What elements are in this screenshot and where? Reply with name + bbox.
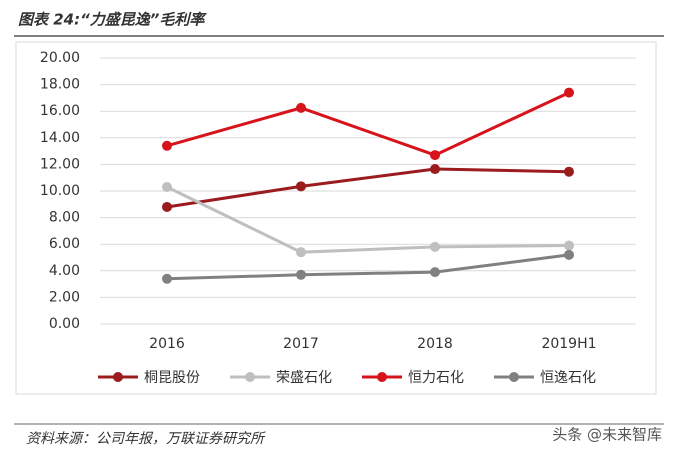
y-tick-label: 18.00 bbox=[40, 77, 80, 93]
legend-marker bbox=[377, 372, 387, 382]
y-tick-label: 10.00 bbox=[40, 183, 80, 199]
data-point bbox=[430, 150, 440, 161]
x-tick-label: 2016 bbox=[149, 336, 185, 352]
data-point bbox=[430, 164, 440, 175]
y-tick-label: 14.00 bbox=[40, 130, 80, 146]
y-tick-label: 8.00 bbox=[49, 210, 80, 226]
legend-label: 桐昆股份 bbox=[144, 370, 200, 386]
data-point bbox=[162, 273, 172, 284]
data-point bbox=[162, 201, 172, 212]
series-line bbox=[166, 253, 570, 281]
legend-marker bbox=[245, 372, 255, 382]
x-tick-label: 2018 bbox=[417, 336, 453, 352]
y-tick-label: 12.00 bbox=[40, 156, 80, 172]
y-tick-label: 0.00 bbox=[49, 316, 80, 332]
data-point bbox=[430, 267, 440, 278]
data-point bbox=[162, 140, 172, 151]
data-point bbox=[430, 241, 440, 252]
data-point bbox=[564, 87, 574, 98]
data-point bbox=[162, 182, 172, 193]
legend-marker bbox=[113, 372, 123, 382]
legend-label: 恒力石化 bbox=[408, 370, 464, 386]
chart-title: 图表 24:“力盛昆逸”毛利率 bbox=[18, 11, 207, 29]
data-point bbox=[296, 181, 306, 192]
series-line bbox=[166, 91, 570, 157]
y-tick-label: 4.00 bbox=[49, 263, 80, 279]
data-point bbox=[564, 166, 574, 177]
x-tick-label: 2017 bbox=[283, 336, 319, 352]
y-tick-label: 16.00 bbox=[40, 103, 80, 119]
legend-label: 荣盛石化 bbox=[276, 370, 332, 386]
watermark: 头条 @未来智库 bbox=[552, 426, 662, 444]
chart-frame bbox=[15, 41, 657, 395]
y-tick-label: 20.00 bbox=[40, 50, 80, 66]
data-point bbox=[564, 249, 574, 260]
legend-label: 恒逸石化 bbox=[540, 370, 596, 386]
data-point bbox=[296, 247, 306, 258]
legend-marker bbox=[509, 372, 519, 382]
x-tick-label: 2019H1 bbox=[541, 336, 596, 352]
series-line bbox=[166, 185, 570, 254]
y-tick-label: 6.00 bbox=[49, 236, 80, 252]
series-line bbox=[166, 167, 570, 209]
source-note: 资料来源：公司年报，万联证券研究所 bbox=[26, 431, 266, 447]
data-point bbox=[564, 240, 574, 251]
y-tick-label: 2.00 bbox=[49, 289, 80, 305]
data-point bbox=[296, 102, 306, 113]
data-point bbox=[296, 269, 306, 280]
